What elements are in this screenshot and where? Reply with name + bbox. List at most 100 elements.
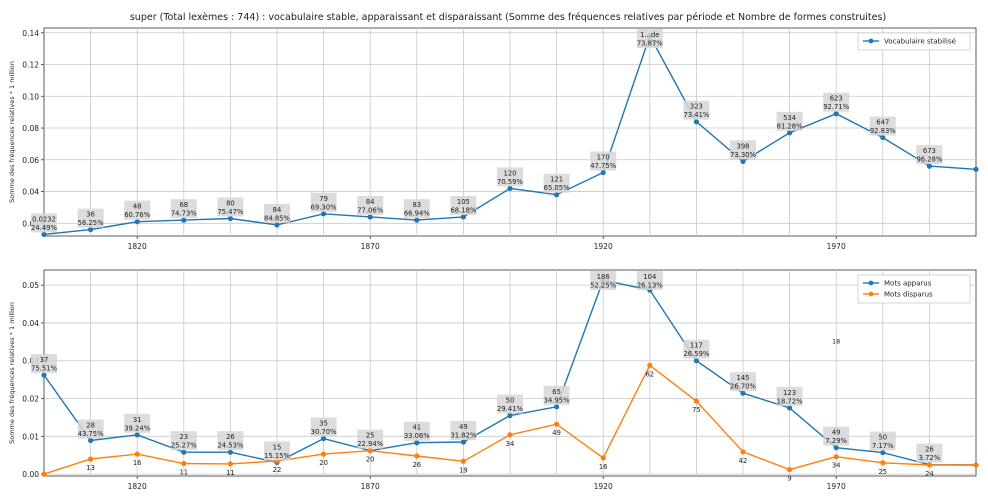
data-label-box: [357, 429, 384, 449]
data-point: [181, 217, 187, 223]
data-label: 66.94%: [404, 210, 430, 218]
data-label: 3.72%: [919, 454, 941, 462]
data-label-box: [497, 394, 523, 414]
data-label: 75: [692, 406, 701, 414]
legend-marker: [868, 291, 874, 297]
data-label-box: [683, 100, 710, 120]
data-label: 83: [412, 201, 421, 209]
legend-marker: [868, 280, 874, 286]
data-label: 26.13%: [637, 282, 663, 290]
data-point: [880, 460, 886, 466]
data-point: [227, 449, 233, 455]
y-tick-label: 0.01: [22, 432, 39, 441]
data-label-box: [124, 200, 151, 220]
data-label-box: [916, 443, 943, 463]
data-point: [181, 449, 187, 455]
data-label: 81.28%: [777, 122, 803, 130]
data-label: 30.70%: [311, 428, 337, 436]
data-label-box: [31, 213, 57, 233]
data-point: [554, 192, 560, 198]
data-label: 50: [878, 434, 887, 442]
data-point: [740, 158, 746, 164]
data-label: 7.29%: [825, 437, 847, 445]
data-label: 120: [504, 169, 517, 177]
data-point: [973, 166, 979, 172]
y-tick-label: 0.06: [22, 156, 39, 165]
data-label-box: [124, 413, 151, 433]
data-label: 19: [459, 466, 468, 474]
data-label: 117: [690, 342, 703, 350]
data-label-box: [450, 195, 477, 215]
data-label: 13: [86, 464, 95, 472]
data-label-box: [217, 197, 244, 217]
legend-box: [857, 274, 971, 304]
data-point: [414, 440, 420, 446]
data-label: 48: [133, 203, 142, 211]
data-label: 35: [319, 420, 328, 428]
data-point: [693, 119, 700, 125]
data-point: [693, 398, 700, 404]
data-label: 69.30%: [311, 203, 337, 211]
data-label: 398: [737, 142, 750, 150]
data-point: [600, 169, 606, 176]
data-label: 186: [597, 273, 610, 281]
data-label: 534: [783, 114, 796, 122]
data-label-box: [217, 431, 244, 451]
data-label-box: [403, 421, 430, 441]
data-label: 11: [226, 469, 235, 477]
data-label-box: [823, 426, 850, 446]
data-point: [740, 390, 746, 396]
y-axis-label: Somme des fréquences relatives * 1 milli…: [8, 302, 16, 444]
data-point: [833, 454, 839, 460]
data-label: 28: [86, 421, 95, 429]
data-label: 25: [366, 432, 375, 440]
data-label-box: [264, 441, 290, 461]
data-point: [833, 445, 839, 451]
data-point: [460, 439, 466, 445]
data-label: 75.51%: [31, 365, 57, 373]
data-label: 80: [226, 200, 235, 208]
y-tick-label: 0.12: [22, 61, 39, 70]
data-label-box: [683, 339, 710, 359]
data-label-box: [310, 192, 337, 212]
legend-box: [857, 32, 971, 51]
data-label: 34: [832, 462, 841, 470]
data-label: 104: [643, 273, 656, 281]
data-label: 50: [506, 397, 515, 405]
data-label: 20: [366, 456, 375, 464]
data-label: 7.17%: [872, 442, 894, 450]
data-label: 323: [690, 103, 703, 111]
x-tick-label: 1820: [128, 242, 147, 251]
data-point: [926, 163, 933, 169]
data-label: 68.18%: [450, 206, 476, 214]
data-label: 18.72%: [777, 397, 803, 405]
x-tick-label: 1920: [594, 242, 613, 251]
data-label: 145: [737, 374, 750, 382]
data-label-box: [31, 354, 57, 374]
y-tick-label: 0.02: [22, 395, 39, 404]
chart-title: super (Total lexèmes : 744) : vocabulair…: [130, 12, 886, 23]
data-label: 84.85%: [264, 214, 290, 222]
data-label-box: [823, 92, 850, 112]
data-point: [321, 211, 327, 217]
data-point: [507, 412, 513, 419]
data-label: 39.24%: [124, 424, 150, 432]
data-label: 20: [319, 459, 328, 467]
data-point: [507, 432, 513, 438]
data-label: 15: [273, 443, 282, 451]
y-axis-label: Somme des fréquences relatives * 1 milli…: [8, 61, 16, 203]
y-tick-label: 0.05: [22, 281, 39, 290]
data-label: 73.87%: [637, 40, 663, 48]
data-label: 65.05%: [544, 184, 570, 192]
data-label: 47.75%: [590, 162, 616, 170]
data-label: 36: [86, 211, 95, 219]
data-label: 0.0232: [32, 215, 56, 223]
data-label: 26.70%: [730, 383, 756, 391]
data-point: [554, 404, 560, 410]
data-point: [414, 453, 420, 459]
data-label: 74.73%: [171, 210, 197, 218]
data-point: [88, 227, 94, 233]
data-point: [367, 214, 373, 220]
